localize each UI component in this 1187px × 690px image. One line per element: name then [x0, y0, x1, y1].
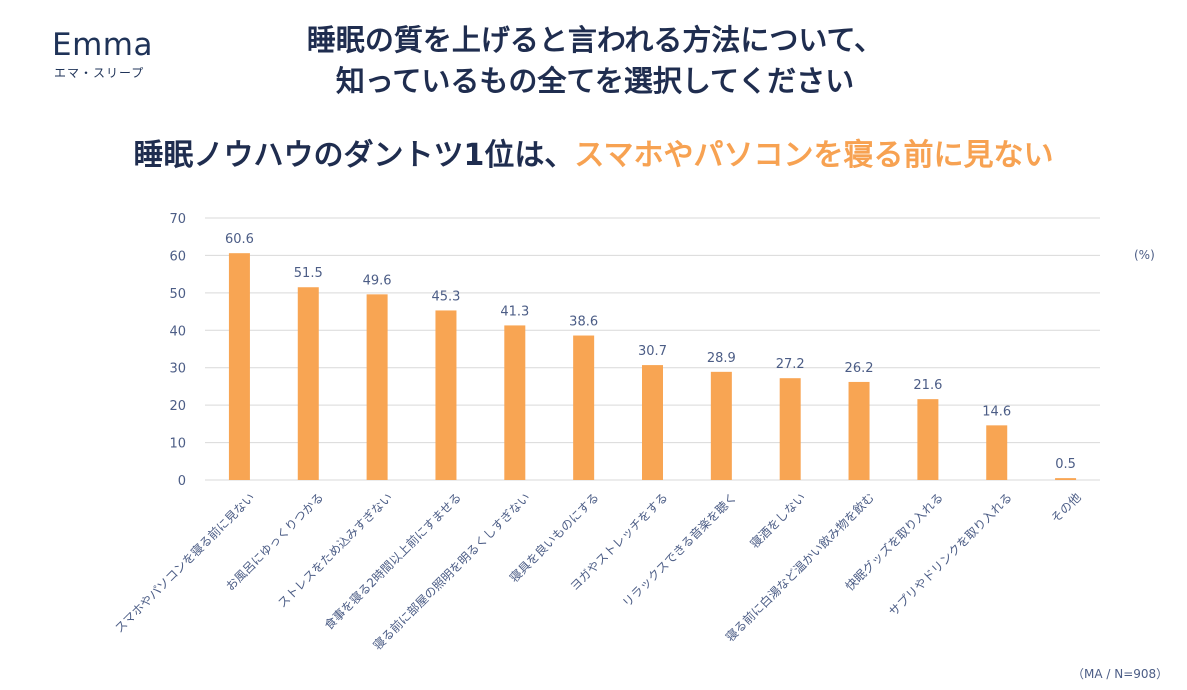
data-label: 41.3	[500, 304, 529, 319]
headline: 睡眠ノウハウのダントツ1位は、スマホやパソコンを寝る前に見ない	[0, 130, 1187, 174]
question-line-1: 睡眠の質を上げると言われる方法について、	[306, 23, 884, 57]
bar	[917, 399, 939, 480]
data-label: 38.6	[569, 315, 598, 330]
y-tick-label: 30	[169, 362, 186, 377]
headline-prefix: 睡眠ノウハウのダントツ1位は、	[133, 138, 575, 173]
x-tick-label: 寝酒をしない	[747, 490, 809, 552]
data-label: 51.5	[294, 266, 323, 281]
brand-logo: Emma エマ・スリープ	[52, 28, 153, 81]
question-line-2: 知っているもの全てを選択してください	[335, 64, 855, 98]
data-label: 30.7	[638, 344, 667, 359]
bar	[504, 325, 526, 480]
sample-note: （MA / N=908）	[1072, 667, 1169, 681]
bar	[1055, 478, 1077, 480]
data-label: 14.6	[982, 404, 1011, 419]
brand-name: Emma	[52, 27, 153, 63]
bar	[297, 287, 319, 480]
y-tick-label: 60	[169, 249, 186, 264]
x-tick-label: その他	[1048, 490, 1083, 525]
y-tick-label: 20	[169, 399, 186, 414]
data-label: 49.6	[363, 273, 392, 288]
bar	[986, 425, 1008, 480]
y-tick-label: 40	[169, 324, 186, 339]
data-label: 0.5	[1055, 457, 1076, 472]
bar	[848, 381, 870, 480]
y-tick-label: 50	[169, 287, 186, 302]
bar	[642, 365, 663, 480]
y-tick-label: 0	[178, 474, 186, 489]
x-tick-label: 寝る前に部屋の照明を明るくしすぎない	[370, 490, 533, 653]
survey-question: 睡眠の質を上げると言われる方法について、 知っているもの全てを選択してください	[250, 20, 940, 102]
x-tick-label: リラックスできる音楽を聴く	[619, 490, 739, 610]
bar	[228, 253, 250, 480]
unit-label: (%)	[1134, 248, 1155, 262]
data-label: 26.2	[845, 361, 874, 376]
x-tick-label: スマホやパソコンを寝る前に見ない	[111, 490, 257, 636]
bar	[710, 371, 732, 480]
y-tick-label: 70	[169, 212, 186, 227]
y-tick-label: 10	[169, 437, 186, 452]
data-label: 27.2	[776, 357, 805, 372]
bar	[573, 335, 595, 480]
headline-highlight: スマホやパソコンを寝る前に見ない	[574, 138, 1054, 173]
brand-subtitle: エマ・スリープ	[54, 66, 145, 80]
x-tick-label: 寝る前に白湯など温かい飲み物を飲む	[722, 490, 877, 645]
bar	[435, 310, 457, 480]
bar	[779, 378, 801, 480]
data-label: 45.3	[431, 289, 460, 304]
data-label: 21.6	[913, 378, 942, 393]
x-tick-label: ストレスをため込みすぎない	[275, 490, 395, 610]
x-tick-label: 食事を寝る2時間以上前にすませる	[321, 490, 464, 633]
data-label: 60.6	[225, 232, 254, 247]
bar	[366, 294, 388, 480]
x-tick-label: サプリやドリンクを取り入れる	[886, 490, 1015, 619]
data-label: 28.9	[707, 351, 736, 366]
